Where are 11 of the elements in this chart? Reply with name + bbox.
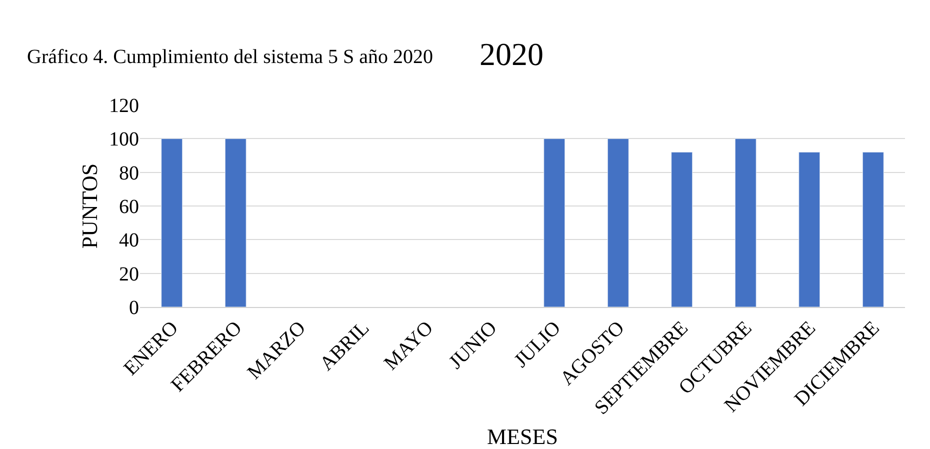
y-tick-label: 20 — [119, 263, 139, 286]
y-tick-label: 0 — [129, 297, 139, 319]
y-tick-label: 100 — [109, 128, 139, 151]
y-tick-label: 80 — [119, 162, 139, 184]
y-tick-label: 120 — [109, 95, 139, 117]
y-tick-label: 60 — [119, 196, 139, 218]
y-tick-label: 40 — [119, 230, 139, 252]
chart-title: 2020 — [480, 36, 544, 72]
y-axis-title: PUNTOS — [76, 163, 102, 249]
chart-subtitle: Gráfico 4. Cumplimiento del sistema 5 S año 2020 — [27, 46, 434, 68]
x-axis-title: MESES — [487, 424, 558, 449]
